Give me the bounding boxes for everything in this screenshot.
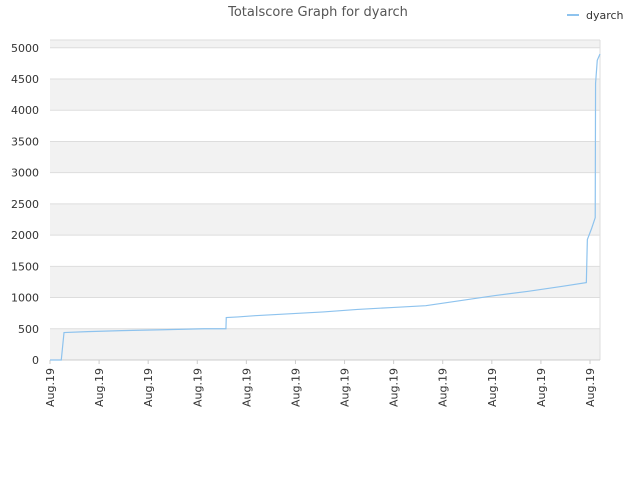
y-tick-label: 1500	[11, 260, 39, 273]
x-tick-label: Aug.19	[584, 368, 597, 407]
y-tick-label: 1000	[11, 292, 39, 305]
grid-band	[50, 47, 600, 80]
y-tick-label: 4500	[11, 73, 39, 86]
grid-band	[50, 235, 600, 267]
legend: dyarch	[567, 9, 624, 22]
y-tick-label: 4000	[11, 104, 39, 117]
grid-band	[50, 79, 600, 111]
y-tick-label: 2500	[11, 198, 39, 211]
x-axis-ticks: Aug.19 Aug.19 Aug.19 Aug.19 Aug.19 Aug.19 Aug.…	[44, 360, 597, 407]
x-tick-label: Aug.19	[93, 368, 106, 407]
x-tick-label: Aug.19	[191, 368, 204, 407]
x-tick-label: Aug.19	[44, 368, 57, 407]
x-tick-label: Aug.19	[388, 368, 401, 407]
x-tick-label: Aug.19	[289, 368, 302, 407]
y-tick-label: 3500	[11, 135, 39, 148]
y-tick-label: 2000	[11, 229, 39, 242]
y-tick-label: 3000	[11, 167, 39, 180]
y-tick-label: 5000	[11, 42, 39, 55]
grid-band	[50, 40, 600, 48]
series-line-dyarch	[50, 53, 601, 361]
grid-band	[50, 141, 600, 173]
grid-band	[50, 328, 600, 360]
grid-bands	[50, 40, 600, 360]
x-tick-label: Aug.19	[535, 368, 548, 407]
y-tick-label: 500	[18, 323, 39, 336]
y-axis-ticks: 0 500 1000 1500 2000 2500 3000 3500 4000 4500 5000	[11, 42, 39, 367]
legend-label-dyarch: dyarch	[586, 9, 624, 22]
y-tick-label: 0	[32, 354, 39, 367]
series-layer	[50, 53, 601, 361]
x-tick-label: Aug.19	[437, 368, 450, 407]
grid-band	[50, 110, 600, 142]
x-tick-label: Aug.19	[240, 368, 253, 407]
grid-band	[50, 172, 600, 204]
x-tick-label: Aug.19	[486, 368, 499, 407]
grid-band	[50, 266, 600, 298]
grid-band	[50, 203, 600, 236]
x-tick-label: Aug.19	[339, 368, 352, 407]
grid-band	[50, 297, 600, 329]
chart-title: Totalscore Graph for dyarch	[227, 5, 408, 20]
x-tick-label: Aug.19	[142, 368, 155, 407]
